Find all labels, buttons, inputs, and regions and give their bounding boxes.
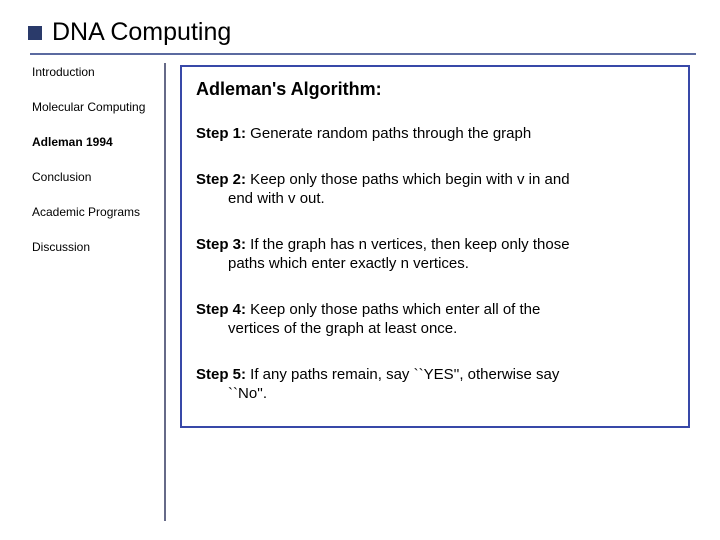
title-bullet-icon (28, 26, 42, 40)
step-1: Step 1: Generate random paths through th… (196, 124, 674, 144)
title-row: DNA Computing (30, 18, 696, 47)
step-5-label: Step 5: (196, 366, 246, 383)
content-area: Adleman's Algorithm: Step 1: Generate ra… (166, 63, 696, 521)
step-3-label: Step 3: (196, 236, 246, 253)
step-4-text: Keep only those paths which enter all of… (246, 301, 540, 318)
step-5-text: If any paths remain, say ``YES'', otherw… (246, 366, 559, 383)
step-3-text-cont: paths which enter exactly n vertices. (196, 254, 674, 274)
step-4: Step 4: Keep only those paths which ente… (196, 300, 674, 339)
step-2-text: Keep only those paths which begin with v… (246, 171, 570, 188)
content-box: Adleman's Algorithm: Step 1: Generate ra… (180, 65, 690, 428)
step-5: Step 5: If any paths remain, say ``YES''… (196, 365, 674, 404)
step-5-text-cont: ``No''. (196, 384, 674, 404)
step-3: Step 3: If the graph has n vertices, the… (196, 235, 674, 274)
step-3-text: If the graph has n vertices, then keep o… (246, 236, 570, 253)
page-title: DNA Computing (52, 18, 231, 47)
step-1-text: Generate random paths through the graph (246, 125, 531, 142)
sidebar: Introduction Molecular Computing Adleman… (30, 63, 166, 521)
step-2: Step 2: Keep only those paths which begi… (196, 170, 674, 209)
body-area: Introduction Molecular Computing Adleman… (30, 55, 696, 521)
step-2-label: Step 2: (196, 171, 246, 188)
sidebar-item-conclusion[interactable]: Conclusion (32, 170, 156, 185)
sidebar-item-academic-programs[interactable]: Academic Programs (32, 205, 156, 220)
sidebar-item-discussion[interactable]: Discussion (32, 240, 156, 255)
sidebar-item-adleman-1994[interactable]: Adleman 1994 (32, 135, 156, 150)
step-1-label: Step 1: (196, 125, 246, 142)
step-4-label: Step 4: (196, 301, 246, 318)
step-4-text-cont: vertices of the graph at least once. (196, 319, 674, 339)
sidebar-item-introduction[interactable]: Introduction (32, 65, 156, 80)
sidebar-item-molecular-computing[interactable]: Molecular Computing (32, 100, 156, 115)
algorithm-heading: Adleman's Algorithm: (196, 79, 674, 100)
step-2-text-cont: end with v out. (196, 189, 674, 209)
